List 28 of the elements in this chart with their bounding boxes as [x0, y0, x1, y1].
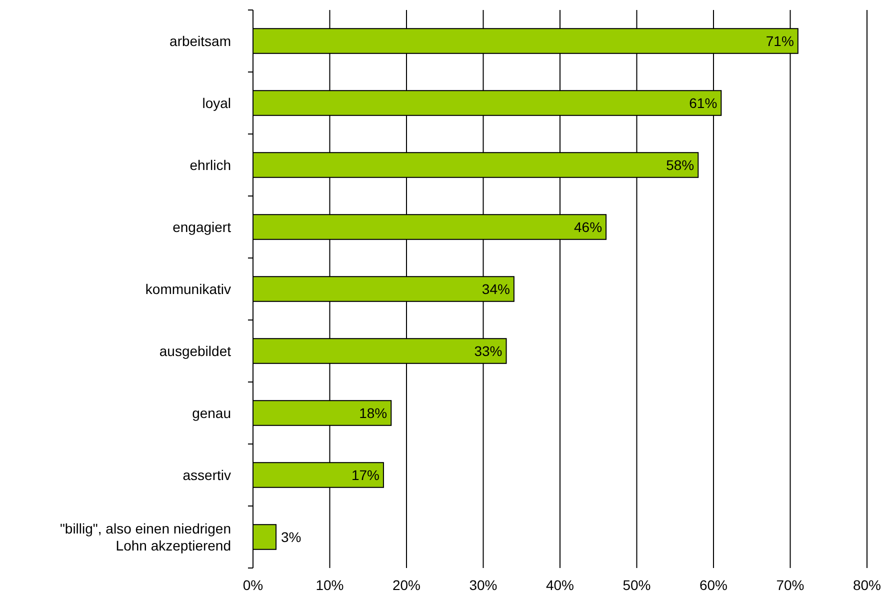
data-label: 18%	[359, 405, 388, 421]
y-tick-label: ausgebildet	[159, 343, 232, 359]
y-tick-label: genau	[192, 405, 231, 421]
x-tick-label: 30%	[469, 577, 498, 593]
x-tick-label: 20%	[392, 577, 421, 593]
bar	[252, 524, 277, 550]
data-label: 58%	[666, 157, 694, 173]
y-tick-label: engagiert	[172, 219, 232, 235]
data-label: 17%	[351, 467, 380, 483]
y-tick-label: ehrlich	[190, 157, 231, 173]
x-tick-label: 40%	[546, 577, 574, 593]
x-tick-label: 80%	[852, 577, 882, 593]
data-label: 46%	[574, 219, 602, 235]
y-tick-label: "billig", also einen niedrigen Lohn akzeptierend	[60, 520, 231, 554]
data-label: 71%	[766, 33, 794, 49]
data-label: 61%	[689, 95, 718, 111]
x-tick-label: 10%	[316, 577, 344, 593]
data-label: 34%	[482, 281, 510, 297]
x-tick-label: 70%	[776, 577, 804, 593]
y-tick-label: loyal	[202, 95, 231, 111]
y-tick-label: arbeitsam	[170, 33, 231, 49]
y-tick-label: kommunikativ	[145, 281, 231, 297]
data-label: 3%	[281, 529, 302, 545]
x-tick-label: 60%	[699, 577, 728, 593]
y-tick-label: assertiv	[182, 467, 231, 483]
x-tick-label: 0%	[242, 577, 264, 593]
data-label: 33%	[474, 343, 502, 359]
x-tick-label: 50%	[622, 577, 651, 593]
